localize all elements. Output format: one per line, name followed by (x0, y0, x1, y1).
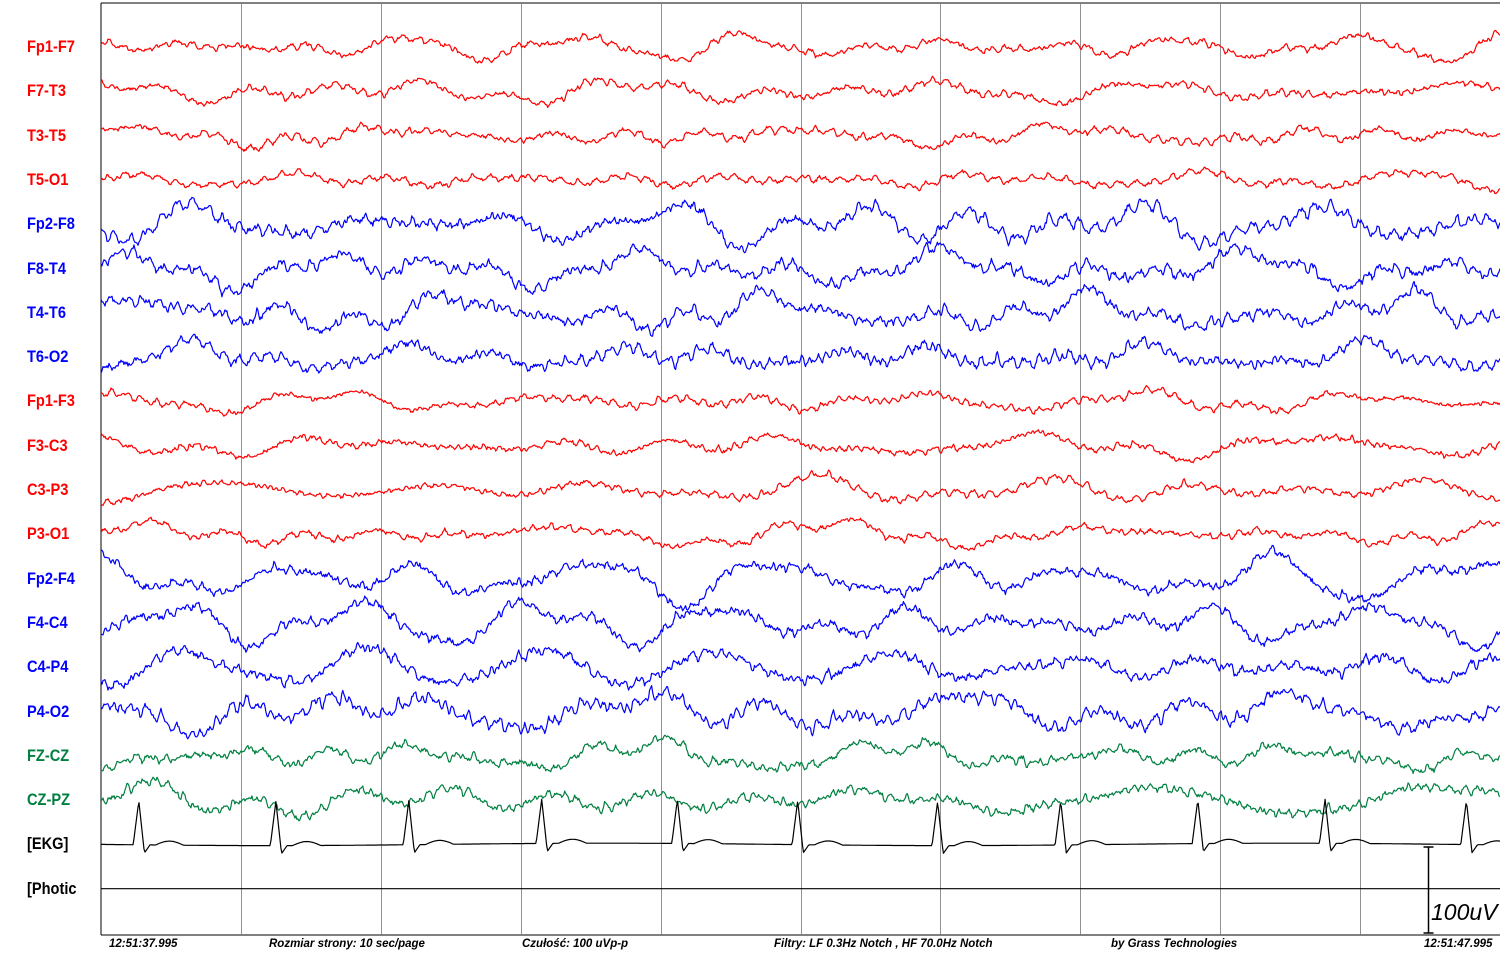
channel-label: T5-O1 (27, 169, 69, 189)
trace-p4-o2 (100, 685, 1500, 740)
channel-label: [Photic (27, 878, 77, 898)
trace-t4-t6 (100, 280, 1500, 337)
trace-t3-t5 (101, 121, 1500, 152)
channel-label: P3-O1 (27, 524, 70, 544)
channel-label: Fp2-F4 (27, 568, 75, 588)
page-start-time: 12:51:37.995 (109, 938, 178, 950)
channel-label: FZ-CZ (27, 745, 70, 765)
filter-info: Filtry: LF 0.3Hz Notch , HF 70.0Hz Notch (774, 938, 993, 950)
trace-fp1-f3 (100, 385, 1500, 417)
vendor-credit: by Grass Technologies (1111, 938, 1238, 950)
channel-label: T3-T5 (27, 125, 66, 145)
channel-label: T4-T6 (27, 302, 66, 322)
trace-c3-p3 (100, 469, 1500, 506)
trace-f3-c3 (100, 429, 1500, 464)
trace-fp2-f8 (100, 196, 1500, 254)
channel-label: [EKG] (27, 834, 69, 854)
channel-label: T6-O2 (27, 347, 69, 367)
sensitivity-info: Czułość: 100 uVp-p (522, 938, 629, 950)
channel-label: CZ-PZ (27, 790, 71, 810)
channel-label: F7-T3 (27, 81, 66, 101)
trace-c4-p4 (100, 641, 1500, 691)
channel-label: C4-P4 (27, 657, 69, 677)
channel-label: F3-C3 (27, 435, 68, 455)
trace-t5-o1 (100, 166, 1500, 195)
scale-bar-label: 100uV (1431, 899, 1498, 925)
trace-f4-c4 (100, 595, 1500, 653)
channel-label: F8-T4 (27, 258, 66, 278)
trace-t6-o2 (100, 333, 1500, 374)
channel-label: F4-C4 (27, 612, 68, 632)
trace-fp2-f4 (100, 544, 1500, 612)
trace-ekg (101, 798, 1500, 854)
channel-label: Fp1-F7 (27, 37, 75, 56)
trace-cz-pz (100, 776, 1500, 822)
trace-f7-t3 (101, 75, 1500, 109)
channel-label: Fp2-F8 (27, 214, 75, 234)
trace-f8-t4 (100, 241, 1500, 298)
page-size-info: Rozmiar strony: 10 sec/page (269, 938, 425, 950)
page-end-time: 12:51:47.995 (1424, 938, 1493, 950)
channel-label: Fp1-F3 (27, 391, 75, 411)
trace-fz-cz (100, 734, 1500, 774)
channel-label: C3-P3 (27, 480, 69, 499)
channel-label: P4-O2 (27, 701, 70, 721)
trace-p3-o1 (100, 516, 1500, 551)
trace-fp1-f7 (100, 29, 1500, 64)
